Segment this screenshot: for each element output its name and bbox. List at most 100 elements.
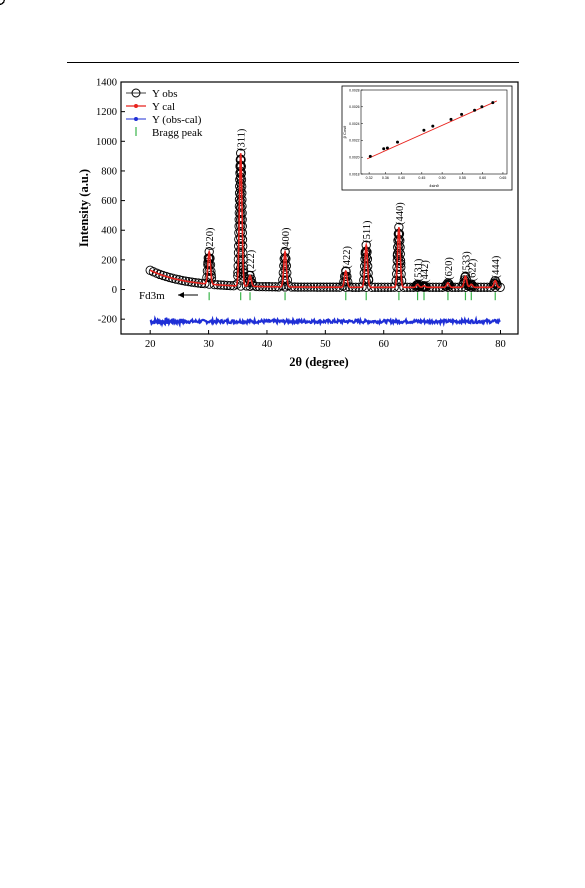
inset-y-tick-label: 0.0022 <box>349 139 359 143</box>
observed-point <box>236 251 246 261</box>
observed-point <box>394 258 404 268</box>
legend-item-bragg: Bragg peak <box>135 127 203 139</box>
observed-point <box>361 252 371 262</box>
inset-x-tick-label: 0.36 <box>382 176 389 180</box>
observed-point <box>361 264 371 274</box>
legend-cal-marker <box>134 104 138 108</box>
observed-point <box>491 278 502 288</box>
observed-point <box>236 196 246 207</box>
observed-point <box>164 272 175 283</box>
peak-label: (220) <box>205 227 216 250</box>
difference-curve <box>149 315 501 328</box>
inset-point <box>460 112 464 116</box>
x-tick-label: 30 <box>203 339 214 350</box>
inset-x-axis-title: 4sinθ <box>429 183 439 188</box>
phase-label-group: Fd3m <box>139 290 198 302</box>
bragg-peak-markers <box>208 292 496 301</box>
legend: Y obs Y cal Y (obs-cal) Bragg peak <box>126 88 203 139</box>
x-tick-label: 40 <box>262 339 273 350</box>
observed-point <box>341 266 351 276</box>
observed-point <box>394 246 404 256</box>
observed-point <box>246 274 256 284</box>
observed-point <box>236 257 246 267</box>
y-axis-title: Intensity (a.u.) <box>77 169 91 247</box>
legend-item-diff: Y (obs-cal) <box>126 114 202 126</box>
page-header-rule <box>67 62 519 63</box>
observed-point <box>171 274 181 284</box>
inset-x-tick-label: 0.65 <box>499 176 506 180</box>
peak-label: (440) <box>395 202 406 225</box>
observed-point <box>236 178 246 188</box>
peak-label: (622) <box>467 258 478 281</box>
y-tick-label: 800 <box>101 166 117 177</box>
observed-point <box>394 264 404 274</box>
observed-point <box>236 220 246 231</box>
peak-label: (533) <box>461 251 472 274</box>
inset-y-axis-title: β Cosθ <box>342 125 347 139</box>
inset-y-tick-label: 0.0018 <box>349 172 359 176</box>
observed-point <box>236 275 246 285</box>
inset-x-tick-label: 0.55 <box>459 176 466 180</box>
difference-line <box>149 315 501 328</box>
y-tick-label: 1200 <box>96 107 117 118</box>
observed-point <box>236 263 246 273</box>
inset-point <box>491 101 495 105</box>
inset-point <box>449 117 453 121</box>
peak-label: (400) <box>281 227 292 250</box>
observed-point <box>245 270 255 281</box>
inset-x-tick-label: 0.40 <box>398 176 405 180</box>
peak-label: (222) <box>246 249 257 272</box>
inset-y-tick-label: 0.0024 <box>349 122 359 126</box>
inset-plot-frame <box>341 85 513 191</box>
inset-x-tick-label: 0.45 <box>418 176 425 180</box>
phase-arrow-head <box>178 292 184 298</box>
calculated-line <box>149 153 501 289</box>
observed-point <box>236 214 246 225</box>
observed-point <box>394 252 404 262</box>
legend-bragg-label: Bragg peak <box>152 127 203 139</box>
legend-item-cal: Y cal <box>126 101 175 113</box>
inset-point <box>382 147 386 151</box>
x-axis-title: 2θ (degree) <box>289 355 348 369</box>
peak-label: (531) <box>414 258 425 281</box>
y-tick-label: 200 <box>101 255 117 266</box>
observed-point <box>460 271 471 281</box>
observed-point <box>280 264 290 274</box>
observed-point <box>236 239 246 249</box>
observed-point <box>236 202 246 213</box>
observed-point <box>174 275 184 285</box>
observed-point <box>412 279 423 289</box>
x-tick-label: 80 <box>495 339 506 350</box>
observed-point <box>394 276 404 286</box>
observed-point <box>236 184 246 195</box>
x-tick-label: 70 <box>437 339 448 350</box>
observed-point <box>394 270 404 280</box>
observed-point <box>236 269 246 279</box>
peak-label: (442) <box>420 260 431 283</box>
observed-point <box>204 260 214 270</box>
observed-point <box>204 266 214 276</box>
observed-point <box>236 190 246 201</box>
observed-point <box>168 273 178 283</box>
legend-diff-label: Y (obs-cal) <box>152 114 202 126</box>
observed-point <box>236 233 246 243</box>
y-tick-label: -200 <box>98 315 117 326</box>
observed-point <box>236 227 246 237</box>
observed-point <box>236 208 246 219</box>
legend-diff-marker <box>134 117 138 121</box>
peak-labels: (220) (311) (222) (400) (422) (511) (440) (531)… <box>205 128 502 283</box>
peak-label: (422) <box>342 246 353 269</box>
observed-point <box>361 276 371 286</box>
legend-obs-marker <box>131 88 141 98</box>
observed-point <box>443 280 453 290</box>
x-tick-label: 60 <box>378 339 389 350</box>
inset-y-tick-label: 0.0028 <box>349 88 359 92</box>
observed-point <box>280 270 290 280</box>
inset-points <box>368 101 495 158</box>
observed-point <box>489 278 499 288</box>
observed-point <box>459 275 469 285</box>
inset-x-tick-label: 0.60 <box>479 176 486 180</box>
inset-y-ticks: 0.0018 0.0020 0.0022 0.0024 0.0026 0.0028 <box>349 88 363 176</box>
observed-point <box>204 273 214 283</box>
